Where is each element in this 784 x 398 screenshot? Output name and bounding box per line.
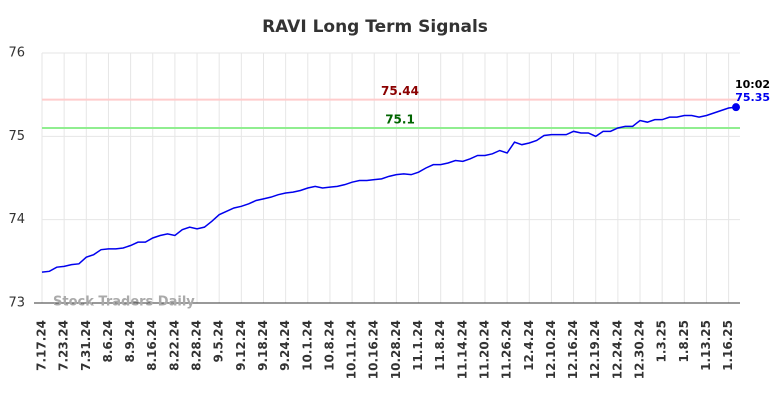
x-tick-label: 7.23.24 xyxy=(57,320,71,371)
price-line xyxy=(41,106,737,273)
x-tick-label: 10.28.24 xyxy=(389,320,403,379)
x-tick-label: 10.16.24 xyxy=(367,320,381,379)
chart-title: RAVI Long Term Signals xyxy=(262,17,488,37)
last-point xyxy=(732,103,740,112)
y-tick-label: 76 xyxy=(8,46,25,61)
x-tick-label: 11.1.24 xyxy=(411,320,425,371)
x-tick-label: 9.24.24 xyxy=(278,320,292,371)
x-tick-label: 8.16.24 xyxy=(145,320,159,371)
x-tick-label: 8.6.24 xyxy=(101,320,115,363)
x-tick-label: 10.11.24 xyxy=(345,320,359,379)
x-tick-label: 12.19.24 xyxy=(588,320,602,379)
x-tick-label: 12.24.24 xyxy=(610,320,624,379)
signal-label: 75.1 xyxy=(385,113,415,127)
x-tick-label: 7.17.24 xyxy=(35,320,49,371)
x-tick-label: 11.14.24 xyxy=(455,320,469,379)
x-tick-label: 8.28.24 xyxy=(190,320,204,371)
x-tick-label: 12.16.24 xyxy=(566,320,580,379)
x-tick-label: 1.13.25 xyxy=(699,320,713,371)
signal-label: 75.44 xyxy=(381,84,419,98)
x-tick-label: 1.16.25 xyxy=(721,320,735,371)
last-value: 75.35 xyxy=(735,91,770,104)
x-tick-label: 8.22.24 xyxy=(167,320,181,371)
x-tick-label: 1.3.25 xyxy=(655,320,669,363)
x-tick-label: 12.30.24 xyxy=(633,320,647,379)
x-tick-label: 9.5.24 xyxy=(212,320,226,363)
x-tick-label: 10.1.24 xyxy=(300,320,314,371)
x-tick-label: 11.26.24 xyxy=(500,320,514,379)
x-tick-label: 12.10.24 xyxy=(544,320,558,379)
x-tick-label: 10.8.24 xyxy=(322,320,336,371)
y-tick-label: 75 xyxy=(8,129,25,144)
x-tick-label: 12.4.24 xyxy=(522,320,536,371)
x-tick-label: 9.12.24 xyxy=(234,320,248,371)
x-tick-label: 11.20.24 xyxy=(477,320,491,379)
last-time: 10:02 xyxy=(735,78,770,91)
y-tick-label: 74 xyxy=(8,212,25,227)
x-tick-label: 7.31.24 xyxy=(79,320,93,371)
watermark: Stock Traders Daily xyxy=(53,295,195,310)
x-tick-label: 8.9.24 xyxy=(123,320,137,363)
x-tick-label: 9.18.24 xyxy=(256,320,270,371)
x-tick-label: 11.8.24 xyxy=(433,320,447,371)
x-tick-label: 1.8.25 xyxy=(677,320,691,363)
y-tick-label: 73 xyxy=(8,296,25,311)
